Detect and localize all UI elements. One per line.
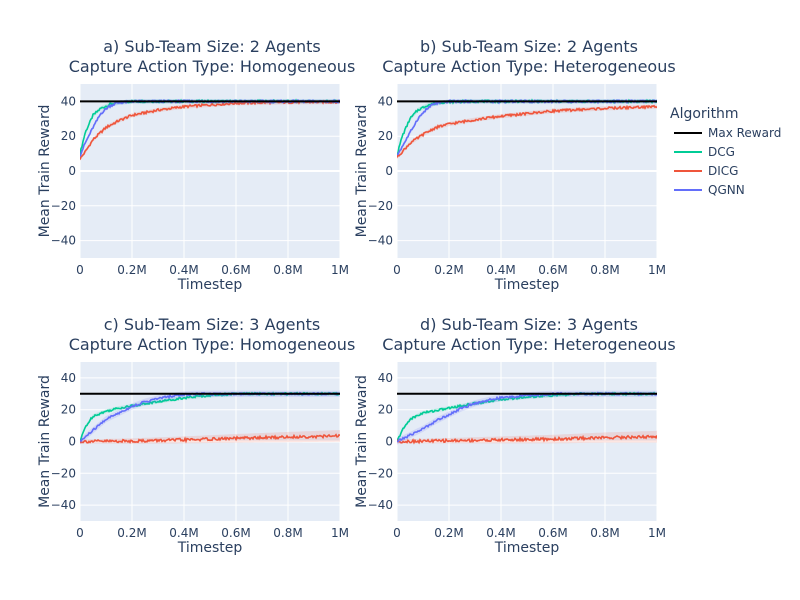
series-line-dicg xyxy=(397,104,657,158)
x-tick-label: 0.8M xyxy=(590,263,619,277)
subplot-c: 0 0.2M 0.4M 0.6M 0.8M 1M −40 −20 0 20 40 Timestep Me… xyxy=(37,315,355,556)
y-axis-title: Mean Train Reward xyxy=(354,105,370,238)
x-axis-title: Timestep xyxy=(494,540,560,556)
x-tick-label: 0.2M xyxy=(434,263,463,277)
x-tick-label: 0.6M xyxy=(538,263,567,277)
x-tick-label: 1M xyxy=(648,263,666,277)
series-band-dicg xyxy=(80,430,340,444)
series-line-dicg xyxy=(397,434,657,445)
x-tick-label: 1M xyxy=(331,526,349,540)
legend-item-qgnn: QGNN xyxy=(674,183,745,197)
series-band-dcg xyxy=(80,99,340,156)
x-axis-title: Timestep xyxy=(494,277,560,293)
x-tick-label: 0.6M xyxy=(221,263,250,277)
y-tick-label: 0 xyxy=(68,164,76,178)
y-tick-label: 0 xyxy=(385,435,393,449)
x-tick-label: 0.8M xyxy=(273,526,302,540)
legend-title: Algorithm xyxy=(670,106,739,122)
series-band-dcg xyxy=(397,391,657,444)
series-band-qgnn xyxy=(397,390,657,445)
x-axis-title: Timestep xyxy=(177,277,243,293)
x-tick-label: 0.4M xyxy=(486,526,515,540)
x-tick-label: 0 xyxy=(76,263,84,277)
x-tick-label: 0.4M xyxy=(169,263,198,277)
legend-item-dicg: DICG xyxy=(674,164,738,178)
y-axis-title: Mean Train Reward xyxy=(37,105,53,238)
series-band-qgnn xyxy=(80,390,340,445)
series-band-dicg xyxy=(397,104,657,160)
subplot-title-line2: Capture Action Type: Homogeneous xyxy=(69,57,356,76)
x-tick-label: 0.2M xyxy=(434,526,463,540)
subplot-title-line2: Capture Action Type: Heterogeneous xyxy=(382,335,675,354)
subplot-title-line1: c) Sub-Team Size: 3 Agents xyxy=(104,315,321,334)
x-tick-label: 0.6M xyxy=(538,526,567,540)
y-tick-label: −20 xyxy=(368,199,393,213)
x-tick-label: 0.8M xyxy=(273,263,302,277)
legend-label: QGNN xyxy=(708,183,745,197)
legend-label: DCG xyxy=(708,145,735,159)
x-tick-label: 0.4M xyxy=(486,263,515,277)
legend-item-dcg: DCG xyxy=(674,145,735,159)
subplot-title-line2: Capture Action Type: Homogeneous xyxy=(69,335,356,354)
series-line-dicg xyxy=(80,433,340,444)
y-tick-label: 40 xyxy=(378,371,393,385)
x-tick-label: 1M xyxy=(648,526,666,540)
subplot-b: 0 0.2M 0.4M 0.6M 0.8M 1M −40 −20 0 20 40 Timestep Me… xyxy=(354,37,676,293)
legend-item-max-reward: Max Reward xyxy=(674,126,781,140)
x-tick-label: 0.2M xyxy=(117,526,146,540)
y-tick-label: 20 xyxy=(61,129,76,143)
y-tick-label: −40 xyxy=(51,234,76,248)
x-tick-label: 0 xyxy=(76,526,84,540)
subplot-a: 0 0.2M 0.4M 0.6M 0.8M 1M −40 −20 0 20 40 Timestep Me… xyxy=(37,37,355,293)
subplot-title-line2: Capture Action Type: Heterogeneous xyxy=(382,57,675,76)
x-tick-label: 0.4M xyxy=(169,526,198,540)
x-tick-label: 0.2M xyxy=(117,263,146,277)
legend: Algorithm Max Reward DCG DICG QGNN xyxy=(670,106,781,197)
y-tick-label: 20 xyxy=(378,129,393,143)
y-tick-label: 20 xyxy=(378,403,393,417)
y-tick-label: 40 xyxy=(378,94,393,108)
y-tick-label: 40 xyxy=(61,94,76,108)
y-tick-label: −40 xyxy=(368,498,393,512)
x-axis-title: Timestep xyxy=(177,540,243,556)
x-tick-label: 0.6M xyxy=(221,526,250,540)
y-axis-title: Mean Train Reward xyxy=(354,375,370,508)
legend-label: Max Reward xyxy=(708,126,781,140)
x-tick-label: 0 xyxy=(393,526,401,540)
series-group xyxy=(397,390,657,445)
y-tick-label: 40 xyxy=(61,371,76,385)
subplot-title-line1: a) Sub-Team Size: 2 Agents xyxy=(103,37,321,56)
x-tick-label: 0.8M xyxy=(590,526,619,540)
legend-label: DICG xyxy=(708,164,738,178)
y-tick-label: −40 xyxy=(51,498,76,512)
y-tick-label: −40 xyxy=(368,234,393,248)
subplot-title-line1: d) Sub-Team Size: 3 Agents xyxy=(420,315,638,334)
y-tick-label: 0 xyxy=(385,164,393,178)
y-tick-label: 20 xyxy=(61,403,76,417)
subplot-title-line1: b) Sub-Team Size: 2 Agents xyxy=(420,37,638,56)
y-tick-label: −20 xyxy=(51,466,76,480)
y-tick-label: 0 xyxy=(68,435,76,449)
x-tick-label: 1M xyxy=(331,263,349,277)
subplot-d: 0 0.2M 0.4M 0.6M 0.8M 1M −40 −20 0 20 40 Timestep Me… xyxy=(354,315,676,556)
y-tick-label: −20 xyxy=(368,466,393,480)
x-tick-label: 0 xyxy=(393,263,401,277)
y-axis-title: Mean Train Reward xyxy=(37,375,53,508)
y-tick-label: −20 xyxy=(51,199,76,213)
